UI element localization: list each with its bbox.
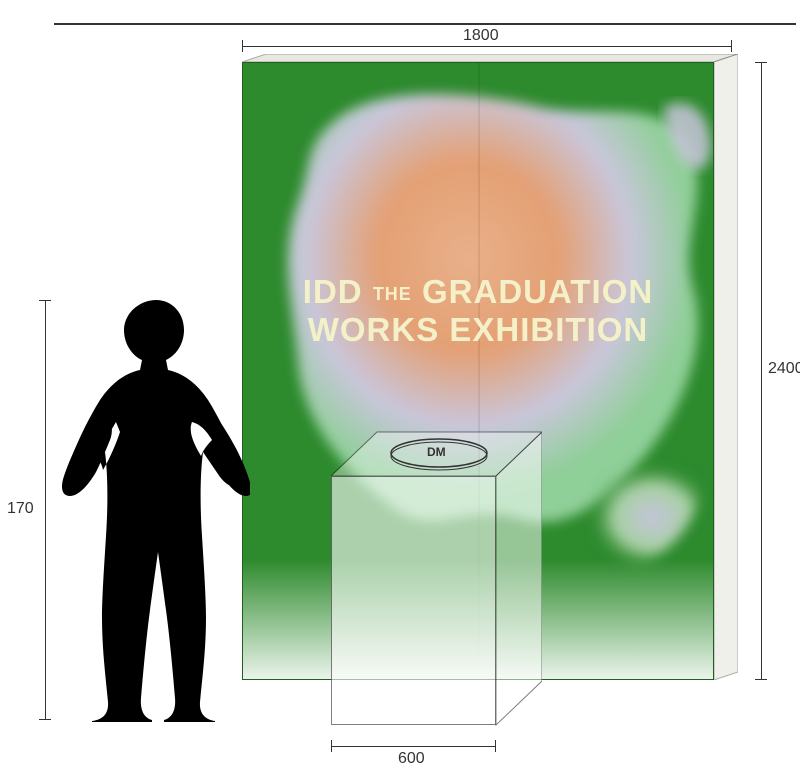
dim-bottom-line [331, 746, 496, 747]
pedestal-badge-label: DM [427, 445, 446, 459]
dim-left-tick-t [39, 300, 51, 301]
dim-top-tick-l [242, 40, 243, 52]
title-word-idd: IDD [303, 273, 363, 310]
dim-top-label: 1800 [463, 27, 499, 45]
dim-left-label: 170 [7, 500, 34, 518]
dim-top-line [242, 46, 732, 47]
dim-bottom-label: 600 [398, 750, 425, 768]
dim-right-tick-b [755, 679, 767, 680]
dim-left-line [45, 300, 46, 720]
title-word-the: THE [373, 284, 412, 304]
dim-right-line [761, 62, 762, 680]
title-word-graduation: GRADUATION [422, 273, 653, 310]
panel-side-face [713, 54, 738, 680]
dim-right-label: 2400 [768, 360, 800, 378]
dim-right-tick-t [755, 62, 767, 63]
dim-left-tick-b [39, 719, 51, 720]
person-silhouette [60, 300, 250, 722]
pedestal-side-face [495, 432, 542, 730]
dim-bottom-tick-r [495, 740, 496, 752]
dim-top-tick-r [731, 40, 732, 52]
pedestal-front-face [331, 476, 496, 725]
panel-title-line2: WORKS EXHIBITION [243, 311, 713, 349]
dim-bottom-tick-l [331, 740, 332, 752]
panel-title-line1: IDD THE GRADUATION [243, 273, 713, 311]
ceiling-line [54, 23, 796, 25]
